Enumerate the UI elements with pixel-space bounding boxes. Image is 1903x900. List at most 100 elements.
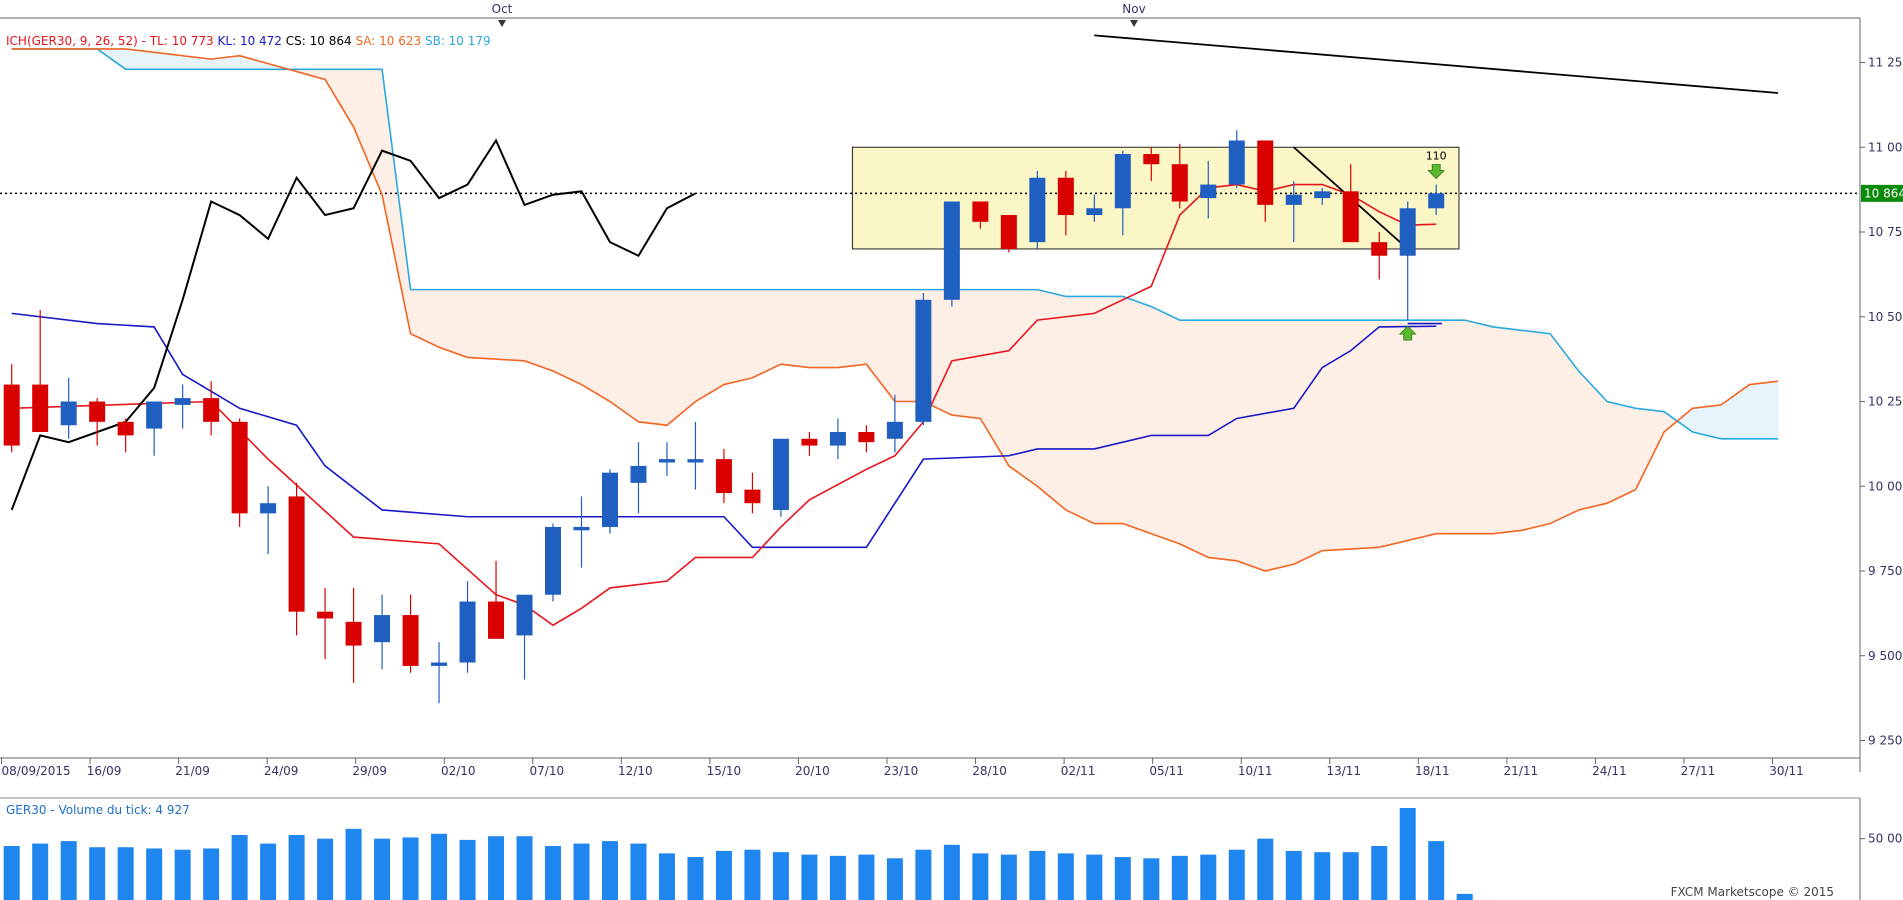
cloud-segment xyxy=(730,289,739,384)
candle xyxy=(972,201,989,229)
candle xyxy=(1314,187,1331,205)
cloud-segment xyxy=(460,289,468,358)
cloud-segment xyxy=(1108,296,1116,524)
cloud-segment xyxy=(1243,319,1252,567)
candle xyxy=(117,418,134,453)
x-tick-label: 08/09/2015 xyxy=(2,764,71,778)
volume-bar xyxy=(516,836,533,900)
volume-bar xyxy=(117,847,134,900)
cloud-segment xyxy=(1692,407,1701,435)
cloud-segment xyxy=(160,52,169,70)
candle xyxy=(1200,160,1217,219)
cloud-segment xyxy=(467,289,475,359)
candle-body xyxy=(374,615,391,643)
cloud-segment xyxy=(844,289,853,368)
candle xyxy=(858,425,875,453)
cloud-segment xyxy=(1371,319,1380,549)
candle-body xyxy=(1000,215,1017,249)
cloud-segment xyxy=(146,51,155,70)
cloud-segment xyxy=(552,289,561,375)
cloud-segment xyxy=(908,289,917,402)
cloud-segment xyxy=(1364,319,1373,549)
x-tick-label: 29/09 xyxy=(352,764,387,778)
volume-bar xyxy=(1371,846,1388,900)
candle xyxy=(601,469,618,534)
cloud-segment xyxy=(1200,319,1209,558)
x-tick-label: 13/11 xyxy=(1326,764,1361,778)
volume-bar xyxy=(1342,852,1359,900)
cloud-segment xyxy=(1264,319,1273,572)
cloud-segment xyxy=(431,289,440,348)
volume-bars xyxy=(3,808,1865,900)
cloud-segment xyxy=(545,289,554,372)
volume-bar xyxy=(402,837,419,900)
cloud-segment xyxy=(1115,296,1124,524)
cloud-segment xyxy=(709,289,718,394)
x-tick-label: 10/11 xyxy=(1238,764,1273,778)
candle xyxy=(459,581,476,673)
cloud-segment xyxy=(566,289,575,382)
volume-bar xyxy=(1285,850,1302,900)
cloud-segment xyxy=(210,57,219,70)
candle xyxy=(915,293,932,426)
cloud-segment xyxy=(645,289,654,424)
cloud-segment xyxy=(1656,410,1665,447)
cloud-segment xyxy=(1542,332,1551,526)
cloud-segment xyxy=(1029,289,1038,487)
volume-bar xyxy=(431,833,448,900)
cloud-segment xyxy=(723,289,732,385)
x-tick-label: 07/10 xyxy=(530,764,565,778)
candle xyxy=(3,364,20,453)
cloud-segment xyxy=(666,289,675,426)
cloud-segment xyxy=(1215,319,1223,560)
candle xyxy=(288,482,305,636)
cloud-segment xyxy=(531,289,540,367)
cloud-segment xyxy=(894,289,903,402)
volume-bar xyxy=(573,843,590,900)
month-label: Nov xyxy=(1122,2,1145,16)
cloud-segment xyxy=(1229,319,1238,562)
x-tick-label: 30/11 xyxy=(1769,764,1804,778)
volume-bar xyxy=(345,828,362,900)
candle xyxy=(943,201,960,307)
cloud-segment xyxy=(780,289,789,366)
cloud-segment xyxy=(695,289,703,403)
cloud-segment xyxy=(1407,319,1416,541)
cloud-segment xyxy=(1606,401,1615,504)
cloud-segment xyxy=(488,289,497,360)
candle-body xyxy=(488,601,505,639)
cloud-segment xyxy=(616,289,625,413)
candle xyxy=(374,594,391,670)
cloud-segment xyxy=(203,57,212,70)
cloud-segment xyxy=(1428,319,1437,536)
candle-body xyxy=(1257,140,1274,205)
cloud-segment xyxy=(1165,312,1173,542)
x-tick-label: 24/11 xyxy=(1592,764,1627,778)
cloud-segment xyxy=(801,289,810,368)
candle xyxy=(744,472,761,514)
candle xyxy=(345,587,362,683)
cloud-segment xyxy=(1457,319,1465,535)
volume-bar xyxy=(1086,854,1103,900)
candle-body xyxy=(345,621,362,646)
volume-bar xyxy=(89,847,106,900)
cloud-segment xyxy=(1500,327,1508,534)
month-marker-icon xyxy=(1130,20,1138,27)
cloud-segment xyxy=(1172,316,1181,545)
cloud-segment xyxy=(937,289,946,413)
candle-body xyxy=(943,201,960,300)
candle xyxy=(715,448,732,504)
x-tick-label: 23/10 xyxy=(884,764,919,778)
cloud-segment xyxy=(182,55,191,70)
legend-kl: KL: 10 472 xyxy=(218,34,282,48)
x-tick-label: 12/10 xyxy=(618,764,653,778)
cloud-segment xyxy=(1065,296,1074,514)
x-tick-label: 28/10 xyxy=(972,764,1007,778)
volume-bar xyxy=(886,858,903,900)
candle-body xyxy=(1314,191,1331,199)
legend-tl: TL: 10 773 xyxy=(149,34,214,48)
candle xyxy=(1171,143,1188,209)
cloud-segment xyxy=(1535,331,1544,528)
volume-bar xyxy=(317,838,334,900)
cloud-segment xyxy=(1307,319,1316,558)
